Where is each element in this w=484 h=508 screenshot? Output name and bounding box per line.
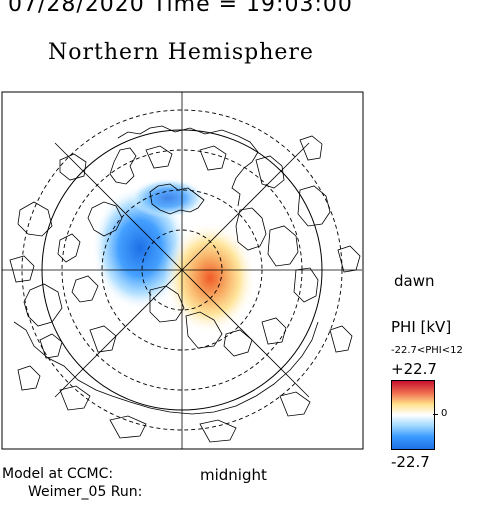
date-time-header: 07/28/2020 Time = 19:03:00 — [8, 0, 353, 17]
dawn-label: dawn — [394, 272, 435, 290]
colorbar-range: -22.7<PHI<12 — [391, 345, 463, 356]
map-title: Northern Hemisphere — [48, 40, 314, 65]
positive-potential-cell — [164, 222, 256, 334]
meridians — [2, 92, 362, 449]
colorbar-zero-tick — [433, 414, 438, 415]
colorbar-max-label: +22.7 — [391, 360, 437, 378]
colorbar-zero-label: 0 — [441, 408, 448, 419]
polar-map — [1, 91, 364, 450]
colorbar-title: PHI [kV] — [391, 318, 452, 336]
colorbar-min-label: -22.7 — [391, 453, 430, 471]
coastlines — [9, 125, 361, 443]
map-frame — [1, 91, 364, 450]
midnight-label: midnight — [200, 466, 267, 484]
model-label: Model at CCMC: — [2, 466, 114, 482]
colorbar — [391, 380, 435, 450]
run-label: Weimer_05 Run: — [28, 484, 143, 500]
